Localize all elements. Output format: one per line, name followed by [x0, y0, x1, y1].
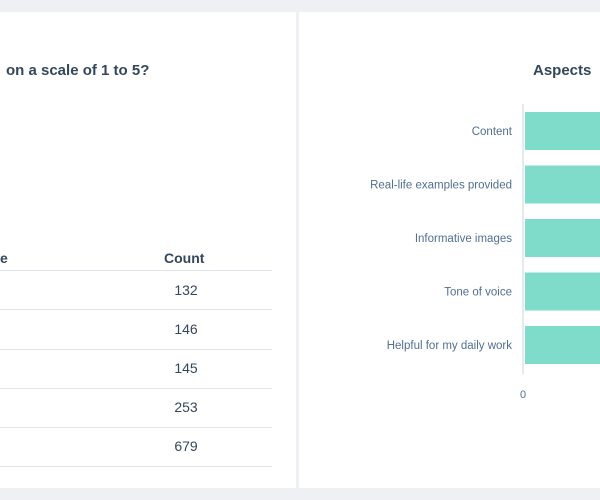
aspects-bar-chart: Content Real-life examples provided Inform…: [370, 104, 600, 401]
category-label: Real-life examples provided: [370, 180, 512, 192]
bar[interactable]: [525, 272, 600, 311]
aspects-chart-title: Aspects: [533, 62, 592, 79]
bar[interactable]: [525, 219, 600, 257]
category-label: Helpful for my daily work: [387, 340, 513, 352]
table-row-count: 146: [174, 321, 198, 337]
table-row-count: 145: [174, 360, 198, 376]
table-divider: [0, 270, 272, 271]
rating-question-title: on a scale of 1 to 5?: [6, 62, 150, 79]
table-divider: [0, 427, 272, 428]
table-row-count: 253: [174, 399, 198, 415]
aspects-panel: Aspects Content Real-life examples provid…: [299, 12, 600, 488]
bar[interactable]: [525, 165, 600, 204]
count-column-header: Count: [164, 250, 205, 266]
table-divider: [0, 349, 272, 350]
rating-panel: on a scale of 1 to 5? e Count 132 146 14…: [0, 12, 296, 488]
bar[interactable]: [525, 112, 600, 150]
x-tick-label: 0: [520, 389, 526, 401]
bar[interactable]: [525, 326, 600, 364]
category-label: Tone of voice: [444, 287, 512, 299]
table-divider: [0, 388, 272, 389]
table-row-count: 679: [174, 438, 198, 454]
rating-column-header: e: [0, 250, 8, 266]
category-label: Content: [472, 126, 513, 138]
table-row-count: 132: [174, 282, 198, 298]
table-divider: [0, 466, 272, 467]
category-label: Informative images: [415, 233, 512, 245]
table-divider: [0, 309, 272, 310]
